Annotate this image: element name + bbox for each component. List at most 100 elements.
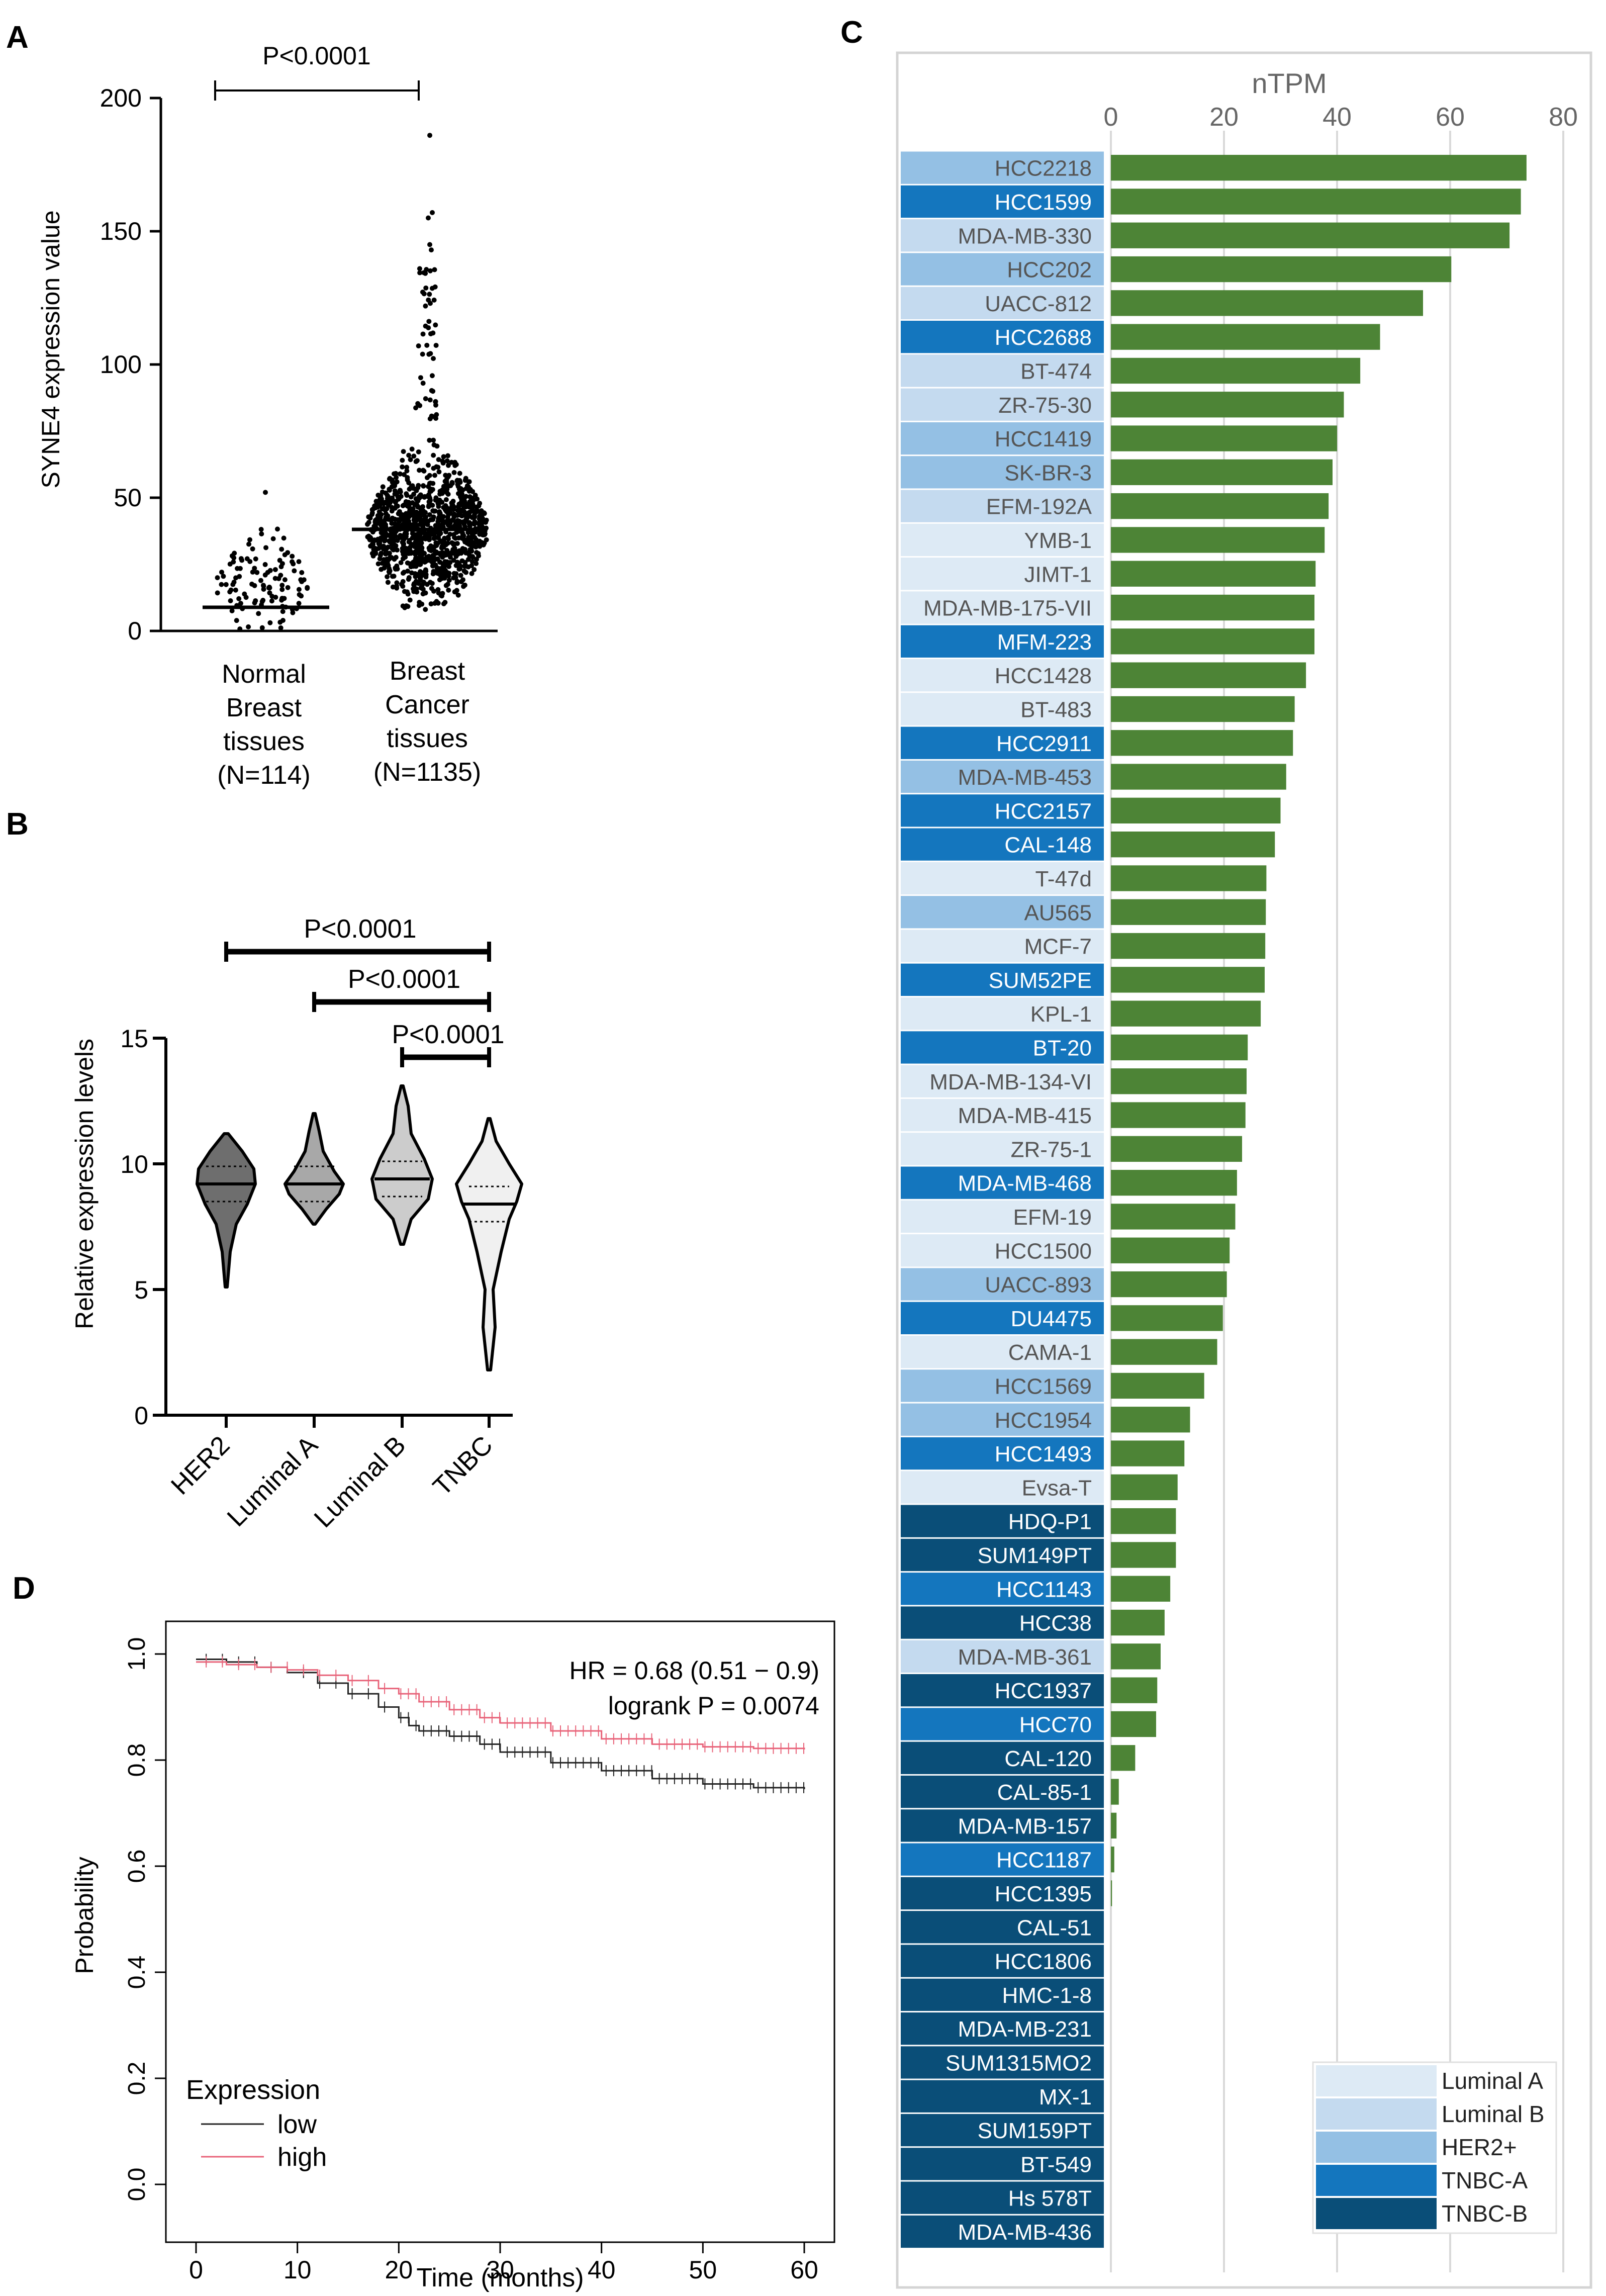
ntpm-bar <box>1111 832 1275 858</box>
ntpm-bar <box>1111 1880 1112 1906</box>
sample-point <box>229 553 235 559</box>
ntpm-bar <box>1111 1812 1117 1839</box>
sample-point <box>267 568 273 573</box>
ntpm-bar <box>1111 290 1423 316</box>
sample-point <box>445 491 451 497</box>
sample-point <box>437 515 443 521</box>
sample-point <box>394 490 400 496</box>
sample-point <box>441 601 446 606</box>
cell-line-label-box <box>901 930 1104 962</box>
panel-d-xtick-label-5: 50 <box>689 2256 717 2284</box>
cell-line-label: BT-483 <box>1020 697 1092 722</box>
cell-line-label-box <box>901 1336 1104 1368</box>
cell-line-label: CAL-148 <box>1004 833 1092 858</box>
sample-point <box>441 564 447 570</box>
sample-point <box>413 574 418 579</box>
sample-point <box>460 534 465 539</box>
sample-point <box>259 531 264 536</box>
panel-a-label: A <box>6 20 29 55</box>
outlier-point <box>426 215 431 221</box>
panel-c-xtick-label-4: 80 <box>1549 103 1578 132</box>
cell-line-label: EFM-192A <box>986 495 1092 519</box>
cell-line-label-box <box>901 963 1104 996</box>
ntpm-bar <box>1111 1271 1227 1298</box>
ntpm-bar <box>1111 1609 1165 1636</box>
sample-point <box>404 468 410 474</box>
sample-point <box>380 484 386 490</box>
panel-d-legend-title: Expression <box>186 2075 320 2105</box>
sample-point <box>431 452 436 458</box>
cell-line-label-box <box>901 1741 1104 1774</box>
sample-point <box>404 589 410 595</box>
sample-point <box>219 582 224 587</box>
ntpm-bar <box>1111 797 1281 823</box>
sample-point <box>432 267 437 272</box>
cell-line-label-box <box>901 1437 1104 1470</box>
cancer-group-label-line-4: (N=1135) <box>373 758 481 787</box>
panel-d-ylabel: Probability <box>70 1857 99 1974</box>
cell-line-label-box <box>901 1471 1104 1504</box>
panel-c-xtick-label-1: 20 <box>1209 103 1239 132</box>
cell-line-label-box <box>901 1945 1104 1977</box>
sample-point <box>430 481 436 486</box>
sample-point <box>429 413 434 419</box>
sample-point <box>398 560 404 566</box>
ntpm-bar <box>1111 256 1452 283</box>
sample-point <box>457 548 462 554</box>
sample-point <box>458 573 463 578</box>
panel-b-ytick-label-0: 0 <box>134 1402 148 1430</box>
outlier-point <box>427 133 432 138</box>
sample-point <box>426 325 431 330</box>
cell-line-label: EFM-19 <box>1013 1205 1092 1230</box>
sample-point <box>384 551 389 557</box>
ntpm-bar <box>1111 662 1306 688</box>
cell-line-label: HCC2911 <box>996 731 1092 756</box>
cell-line-label: MDA-MB-415 <box>958 1104 1092 1128</box>
sample-point <box>297 592 302 597</box>
sample-point <box>418 375 423 381</box>
sample-point <box>421 579 426 585</box>
sample-point <box>395 538 400 543</box>
sample-point <box>252 583 257 588</box>
sample-point <box>445 514 451 519</box>
sample-point <box>432 473 437 478</box>
cell-line-label: MDA-MB-231 <box>958 2017 1092 2042</box>
sample-point <box>437 511 443 516</box>
cell-line-label: HCC1419 <box>995 427 1092 451</box>
cell-line-label: MX-1 <box>1039 2085 1092 2109</box>
sample-point <box>376 509 382 515</box>
sample-point <box>258 578 263 583</box>
ntpm-bar <box>1111 1339 1217 1365</box>
sample-point <box>298 577 304 583</box>
sample-point <box>458 579 464 585</box>
ntpm-bar <box>1111 1102 1246 1128</box>
ntpm-bar <box>1111 1136 1242 1162</box>
cell-line-label: YMB-1 <box>1024 528 1092 553</box>
sample-point <box>412 544 418 549</box>
cancer-group-label-line-1: Breast <box>390 657 465 686</box>
sample-point <box>462 560 468 565</box>
sample-point <box>424 342 430 348</box>
sample-point <box>445 510 451 515</box>
cell-line-label-box <box>901 828 1104 861</box>
sample-point <box>444 487 450 492</box>
sample-point <box>282 552 288 558</box>
ntpm-bar <box>1111 1000 1261 1027</box>
sample-point <box>474 549 480 555</box>
cell-line-label: HCC2688 <box>995 325 1092 350</box>
cell-line-label-box <box>901 1640 1104 1673</box>
cell-line-label-box <box>901 726 1104 759</box>
sample-point <box>427 473 432 478</box>
cell-line-label-box <box>901 625 1104 658</box>
sample-point <box>414 586 419 592</box>
sample-point <box>470 555 476 560</box>
sample-point <box>421 550 426 556</box>
sample-point <box>370 541 375 547</box>
sample-point <box>416 449 421 454</box>
sample-point <box>416 542 421 547</box>
sample-point <box>467 494 473 500</box>
panel-c-border <box>896 51 1592 2289</box>
sample-point <box>445 518 451 523</box>
panel-c-axis-title: nTPM <box>1252 67 1327 99</box>
sample-point <box>279 546 285 552</box>
